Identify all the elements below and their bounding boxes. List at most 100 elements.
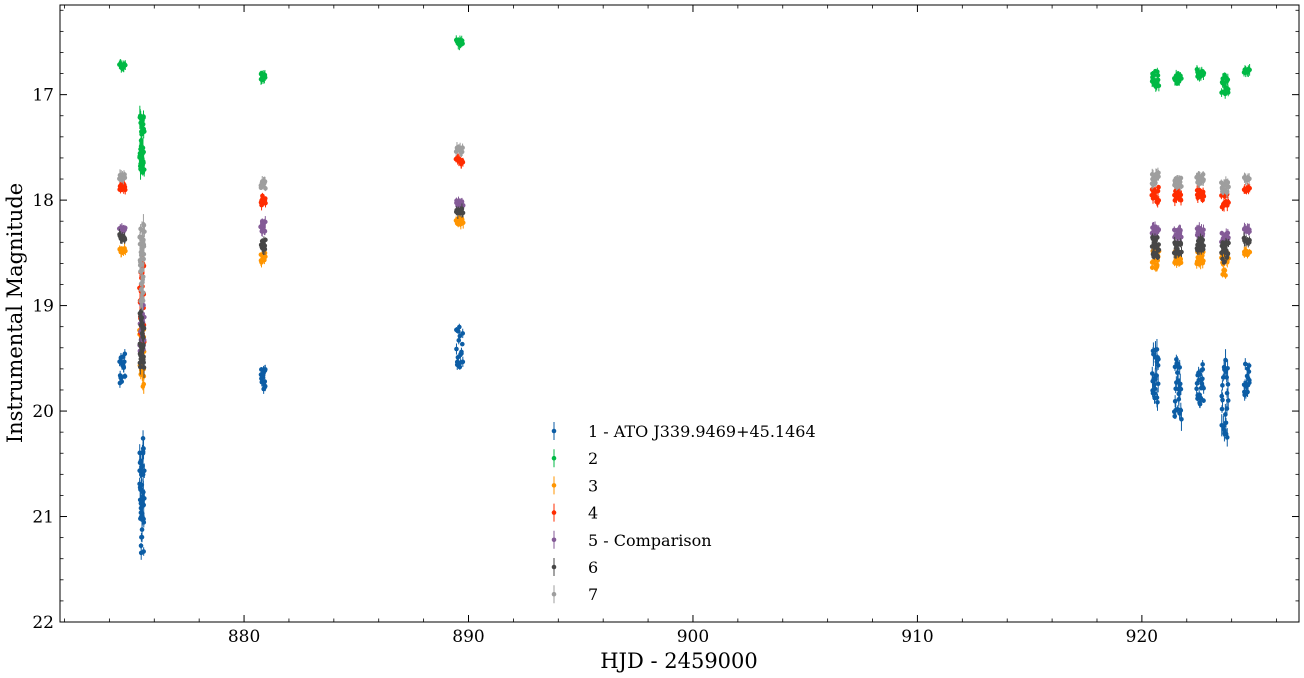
legend-label: 3 [588,476,598,495]
data-point [1155,399,1160,405]
data-point [141,446,146,451]
data-point [1153,238,1158,244]
legend-item-3: 3 [551,476,598,495]
x-axis-label: HJD - 2459000 [600,649,758,673]
data-point [141,335,146,340]
data-point [1179,234,1184,240]
data-point [1197,401,1203,407]
data-point [1201,258,1206,264]
data-point [1156,198,1162,203]
data-point [141,381,147,387]
data-point [1177,381,1183,387]
data-point [139,132,144,137]
data-point [1201,227,1206,233]
data-point [122,175,128,181]
data-point [1178,175,1184,181]
series-2 [117,35,1252,180]
x-tick-label: 880 [228,627,260,647]
data-point [122,373,128,379]
legend-label: 2 [588,449,598,468]
data-point [140,145,146,151]
legend-marker [551,510,557,515]
data-point [1156,83,1162,89]
data-point [139,534,145,540]
data-point [1200,231,1206,237]
data-point [1201,70,1207,76]
data-point [1219,406,1225,412]
legend-marker [551,455,557,461]
data-point [1247,67,1252,73]
data-point [1223,420,1229,426]
data-point [1246,369,1252,374]
data-point [1201,385,1206,391]
legend-marker [551,591,557,597]
y-tick-label: 18 [32,191,54,211]
data-point [1197,372,1203,377]
data-point [1225,180,1230,186]
y-tick-label: 22 [32,613,54,633]
data-point [455,355,461,360]
data-point [140,298,146,304]
data-point [122,237,128,242]
data-point [459,349,464,355]
data-point [1222,268,1228,273]
series-6 [117,203,1252,379]
data-point [141,549,146,554]
data-point [1178,386,1184,392]
data-point [260,374,266,380]
data-point [1178,192,1184,198]
data-point [1225,366,1230,371]
data-point [1155,255,1161,260]
data-point [1194,386,1199,392]
data-point [262,243,268,249]
data-point [1179,416,1184,422]
data-point [1226,240,1231,246]
data-point [1178,197,1184,203]
data-point [1224,435,1230,440]
data-point [1220,383,1225,388]
data-point [1154,347,1160,352]
data-point [460,210,466,216]
data-point [1223,357,1228,363]
data-point [1156,356,1161,362]
data-point [1222,259,1227,265]
data-point [141,114,146,119]
data-point [263,186,268,191]
data-point [1247,176,1252,182]
data-point [141,326,147,331]
legend: 1 - ATO J339.9469+45.1464 2 3 4 5 - Comparis… [551,422,816,604]
data-point [1178,227,1183,233]
series-7 [117,142,1252,311]
data-point [140,463,145,469]
data-point [141,222,147,228]
data-point [454,346,459,352]
data-point [1151,72,1157,78]
data-point [1225,86,1231,92]
data-point [263,200,268,206]
data-point [1225,77,1231,82]
legend-marker [551,564,557,570]
data-point [1219,393,1225,399]
data-point [141,342,146,347]
data-point [1225,382,1231,387]
data-point [459,341,465,347]
series-1 [117,323,1252,560]
data-point [141,160,146,166]
data-point [141,237,146,243]
data-point [1219,230,1225,236]
data-point [121,364,126,369]
data-point [141,365,147,370]
y-tick-label: 21 [32,508,54,528]
data-point [1201,194,1207,199]
y-axis-label: Instrumental Magnitude [3,183,27,443]
data-point [140,290,146,296]
data-points-layer [116,35,1253,560]
data-point [1149,265,1155,270]
data-point [1155,363,1161,368]
data-point [1179,184,1184,189]
data-point [141,129,147,134]
data-point [140,274,146,280]
data-point [460,145,465,151]
data-point [460,159,466,165]
data-point [1156,184,1161,190]
